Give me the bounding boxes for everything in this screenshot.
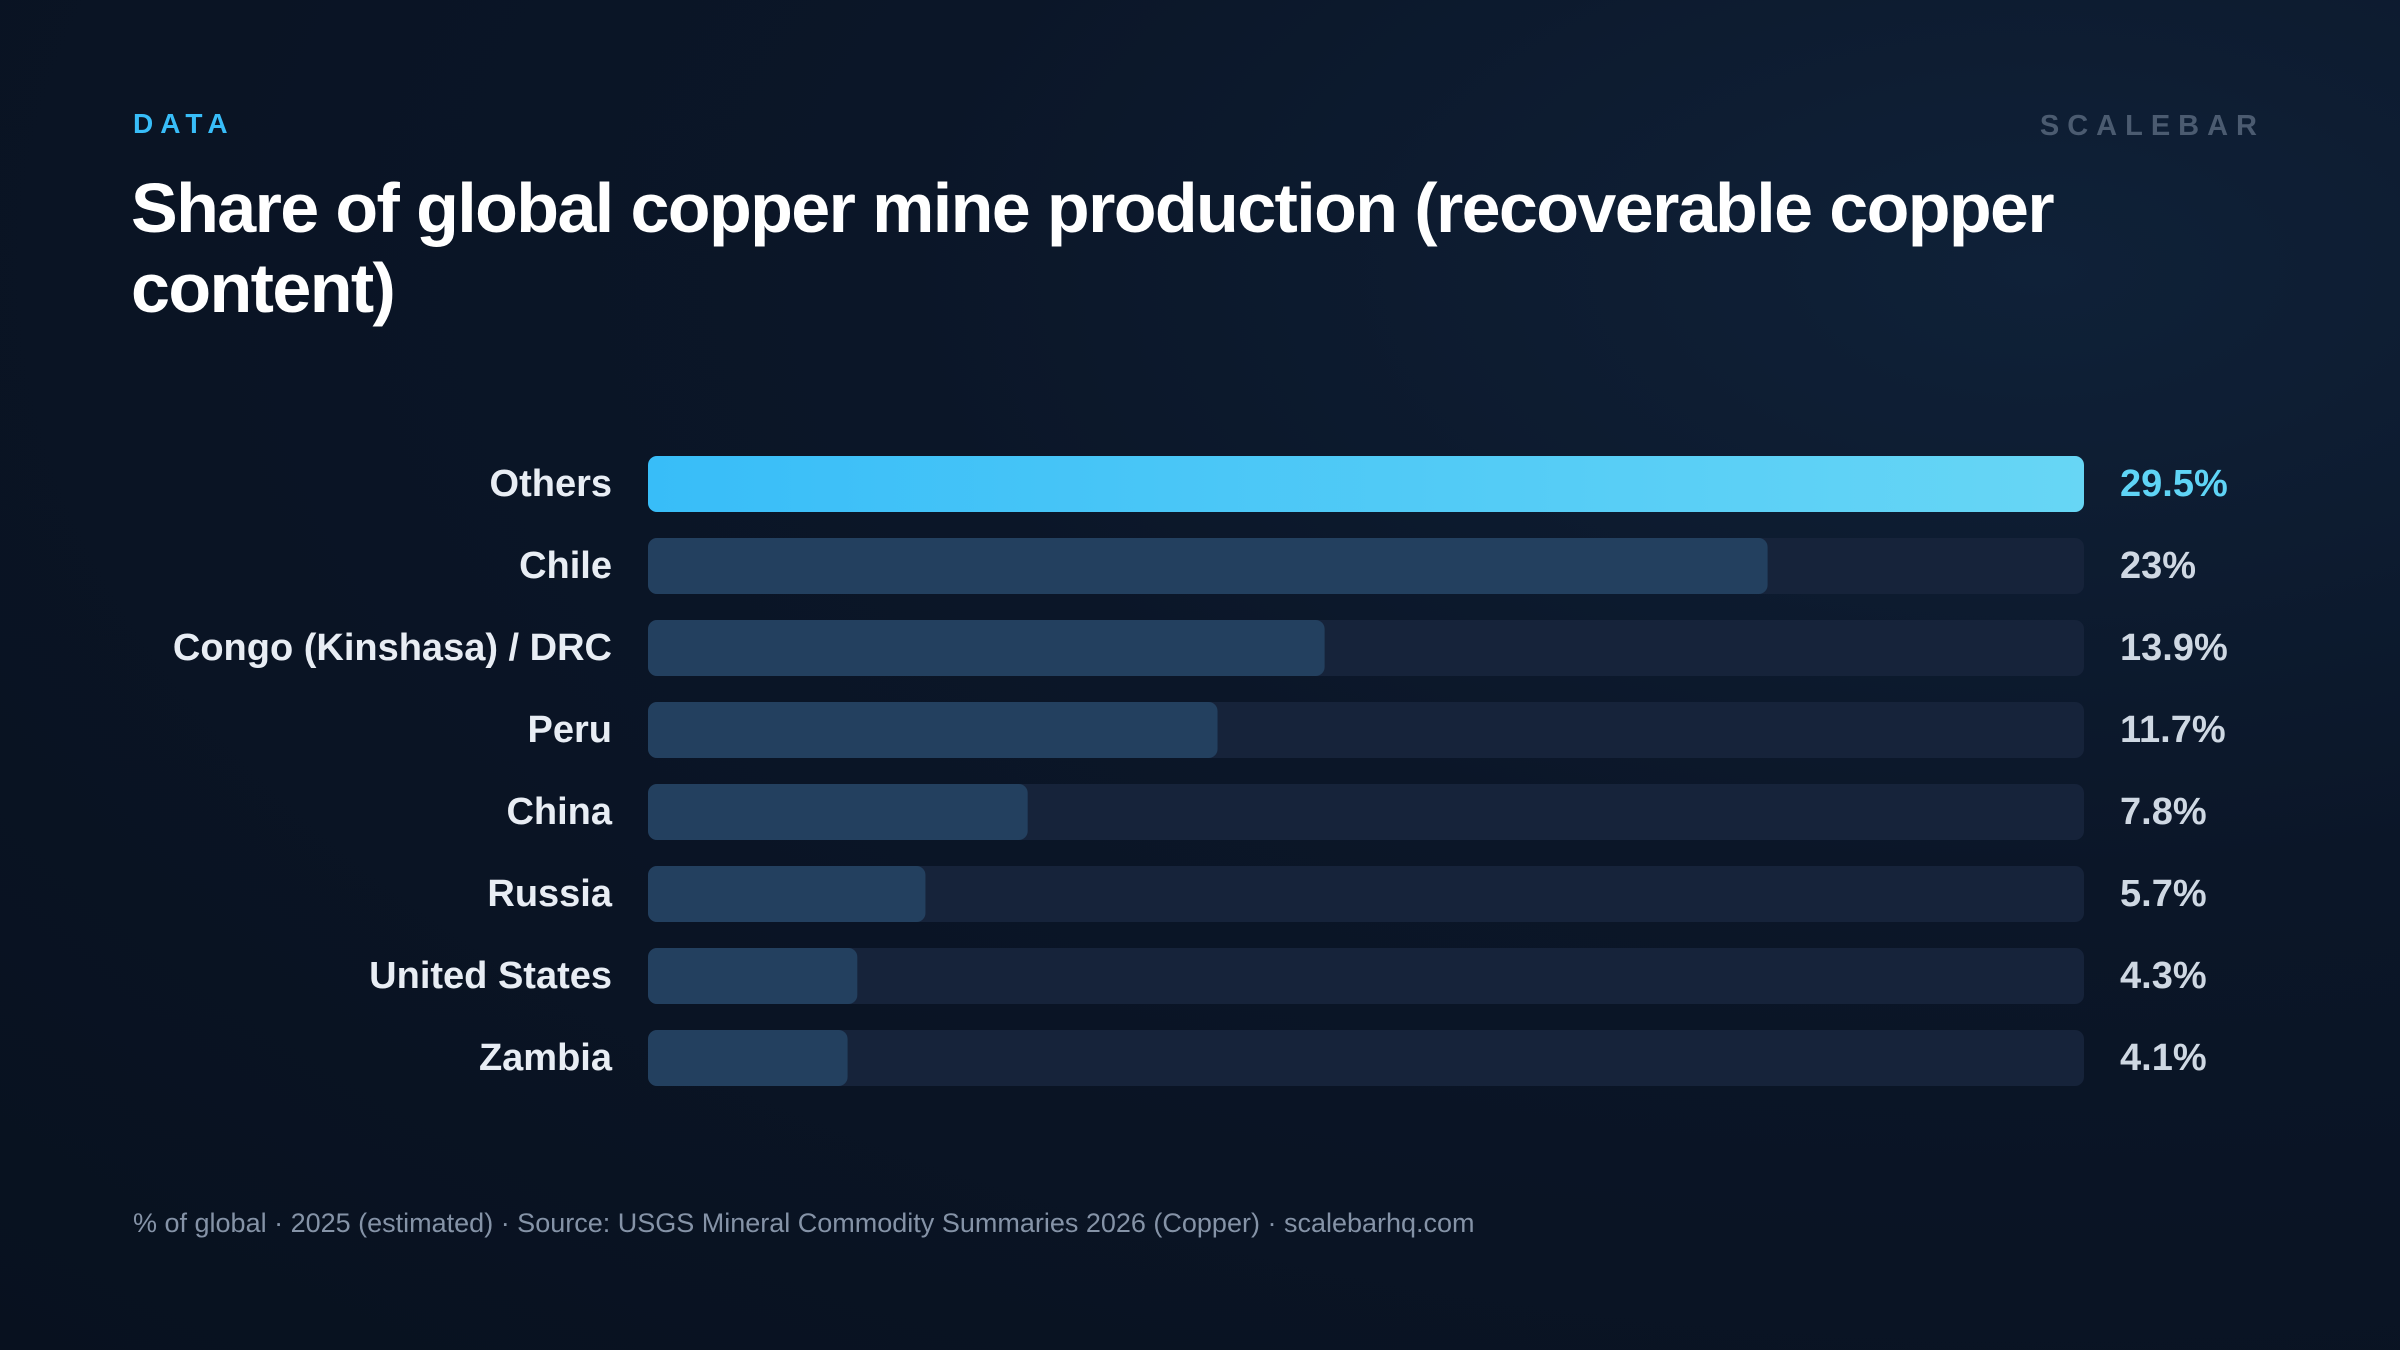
- category-label-china: China: [506, 791, 612, 833]
- bar-chile: [648, 538, 1768, 594]
- value-label-russia: 5.7%: [2120, 873, 2207, 915]
- value-label-peru: 11.7%: [2120, 709, 2226, 751]
- value-label-congo-kinshasa-drc: 13.9%: [2120, 627, 2228, 669]
- bar-china: [648, 784, 1028, 840]
- eyebrow-label: DATA: [133, 108, 235, 139]
- category-label-peru: Peru: [528, 709, 612, 751]
- category-label-russia: Russia: [487, 873, 612, 915]
- bar-russia: [648, 866, 926, 922]
- category-label-chile: Chile: [519, 545, 612, 587]
- value-label-others: 29.5%: [2120, 463, 2228, 505]
- bar-track-russia: [648, 866, 2084, 922]
- category-label-united-states: United States: [369, 955, 612, 997]
- bars-group: Others 29.5% Chile 23% Congo (Kinshasa) / DR…: [173, 456, 2228, 1086]
- bar-united-states: [648, 948, 858, 1004]
- value-label-zambia: 4.1%: [2120, 1037, 2207, 1079]
- bar-others: [648, 456, 2084, 512]
- bar-congo-kinshasa-drc: [648, 620, 1325, 676]
- bar-peru: [648, 702, 1218, 758]
- bar-track-zambia: [648, 1030, 2084, 1086]
- brand-logo-text: SCALEBAR: [2039, 110, 2265, 142]
- bar-zambia: [648, 1030, 848, 1086]
- category-label-congo-kinshasa-drc: Congo (Kinshasa) / DRC: [173, 627, 612, 669]
- chart-title: Share of global copper mine production (…: [131, 169, 2055, 327]
- category-label-others: Others: [490, 463, 612, 505]
- footer-source-note: % of global · 2025 (estimated) · Source:…: [133, 1208, 1475, 1238]
- bar-track-united-states: [648, 948, 2084, 1004]
- value-label-china: 7.8%: [2120, 791, 2207, 833]
- category-label-zambia: Zambia: [479, 1037, 613, 1079]
- value-label-united-states: 4.3%: [2120, 955, 2207, 997]
- value-label-chile: 23%: [2120, 545, 2196, 587]
